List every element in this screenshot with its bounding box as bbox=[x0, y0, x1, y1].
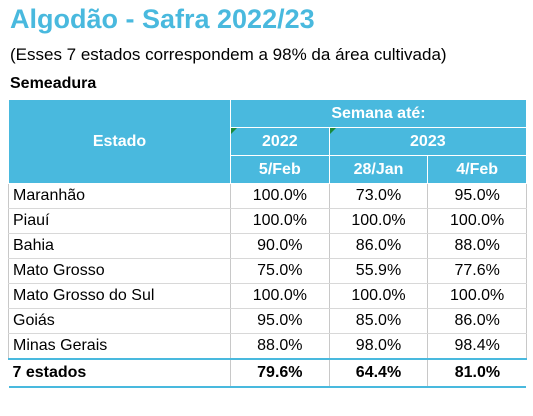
percent-value: 55.9% bbox=[328, 258, 428, 284]
percent-value: 73.0% bbox=[328, 183, 428, 209]
table-row: Bahia 90.0% 86.0% 88.0% bbox=[8, 233, 527, 259]
percent-value: 100.0% bbox=[328, 283, 428, 309]
page-subtitle: (Esses 7 estados correspondem a 98% da á… bbox=[10, 45, 447, 64]
planting-progress-table: Estado Semana até: 2022 2023 5/Feb 28/Ja… bbox=[8, 99, 527, 388]
percent-value: 98.4% bbox=[427, 333, 527, 360]
table-row: Goiás 95.0% 85.0% 86.0% bbox=[8, 308, 527, 334]
total-value: 81.0% bbox=[427, 358, 527, 388]
state-name: Minas Gerais bbox=[8, 333, 231, 360]
percent-value: 86.0% bbox=[328, 233, 428, 259]
total-row: 7 estados 79.6% 64.4% 81.0% bbox=[8, 358, 527, 388]
table-row: Piauí 100.0% 100.0% 100.0% bbox=[8, 208, 527, 234]
percent-value: 77.6% bbox=[427, 258, 527, 284]
percent-value: 100.0% bbox=[230, 208, 330, 234]
table-row: Mato Grosso do Sul 100.0% 100.0% 100.0% bbox=[8, 283, 527, 309]
table-row: Maranhão 100.0% 73.0% 95.0% bbox=[8, 183, 527, 209]
percent-value: 95.0% bbox=[230, 308, 330, 334]
percent-value: 98.0% bbox=[328, 333, 428, 360]
state-name: Piauí bbox=[8, 208, 231, 234]
state-name: Maranhão bbox=[8, 183, 231, 209]
total-value: 64.4% bbox=[328, 358, 428, 388]
percent-value: 100.0% bbox=[230, 183, 330, 209]
table-header: Estado Semana até: 2022 2023 5/Feb 28/Ja… bbox=[8, 99, 527, 184]
total-value: 79.6% bbox=[230, 358, 330, 388]
table-body: Maranhão 100.0% 73.0% 95.0% Piauí 100.0% 100.0… bbox=[8, 183, 527, 388]
section-heading: Semeadura bbox=[10, 75, 97, 92]
year-header-2022: 2022 bbox=[230, 127, 330, 156]
percent-value: 75.0% bbox=[230, 258, 330, 284]
state-name: Mato Grosso do Sul bbox=[8, 283, 231, 309]
percent-value: 85.0% bbox=[328, 308, 428, 334]
percent-value: 100.0% bbox=[230, 283, 330, 309]
date-header: 4/Feb bbox=[427, 155, 527, 184]
state-name: Mato Grosso bbox=[8, 258, 231, 284]
total-label: 7 estados bbox=[8, 358, 231, 388]
state-column-header: Estado bbox=[8, 99, 231, 184]
table-row: Minas Gerais 88.0% 98.0% 98.4% bbox=[8, 333, 527, 360]
date-header: 5/Feb bbox=[230, 155, 330, 184]
state-name: Goiás bbox=[8, 308, 231, 334]
page-title: Algodão - Safra 2022/23 bbox=[10, 4, 315, 34]
percent-value: 95.0% bbox=[427, 183, 527, 209]
year-header-2023: 2023 bbox=[328, 127, 527, 156]
date-header: 28/Jan bbox=[328, 155, 429, 184]
percent-value: 88.0% bbox=[230, 333, 330, 360]
percent-value: 90.0% bbox=[230, 233, 330, 259]
percent-value: 100.0% bbox=[328, 208, 428, 234]
percent-value: 86.0% bbox=[427, 308, 527, 334]
percent-value: 88.0% bbox=[427, 233, 527, 259]
state-name: Bahia bbox=[8, 233, 231, 259]
week-header: Semana até: bbox=[230, 99, 527, 128]
percent-value: 100.0% bbox=[427, 208, 527, 234]
percent-value: 100.0% bbox=[427, 283, 527, 309]
table-row: Mato Grosso 75.0% 55.9% 77.6% bbox=[8, 258, 527, 284]
